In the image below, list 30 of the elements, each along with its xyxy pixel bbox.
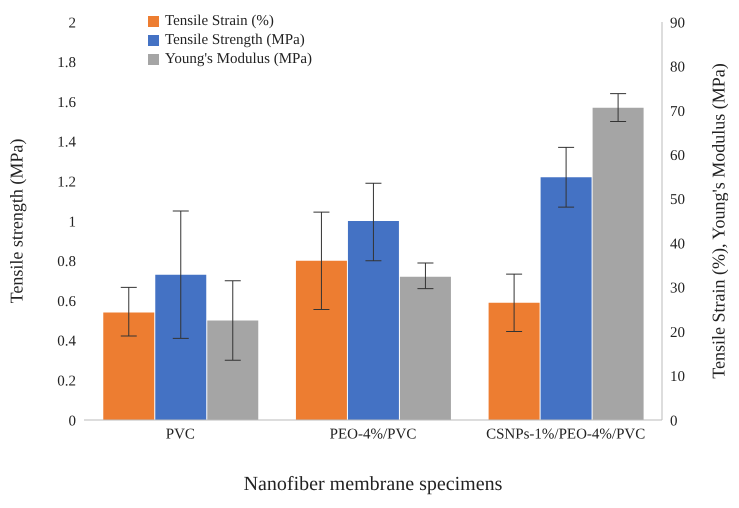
- y-tick-label: 1.6: [57, 94, 76, 111]
- y2-tick-label: 20: [670, 324, 685, 341]
- y-tick-label: 1.8: [57, 55, 76, 72]
- x-tick-label: CSNPs-1%/PEO-4%/PVC: [486, 426, 646, 443]
- y2-tick-label: 50: [670, 192, 685, 208]
- y-axis-title: Tensile strength (MPa): [6, 138, 26, 304]
- y-tick-label: 1.4: [57, 134, 76, 151]
- y-tick-label: 0.2: [57, 374, 76, 390]
- y-tick-label: 0.4: [57, 334, 76, 350]
- y2-tick-label: 80: [670, 60, 685, 76]
- y2-axis-title: Tensile Strain (%), Young's Modulus (MPa): [708, 63, 728, 379]
- legend-label: Tensile Strength (MPa): [165, 31, 305, 50]
- y2-tick-label: 90: [670, 15, 685, 32]
- y2-tick-label: 40: [670, 236, 685, 252]
- y2-tick-label: 30: [670, 280, 685, 297]
- x-tick-label: PEO-4%/PVC: [330, 426, 416, 443]
- y-tick-label: 2: [68, 15, 76, 32]
- y2-tick-label: 60: [670, 148, 685, 164]
- y-tick-label: 0.6: [57, 294, 76, 310]
- legend-label: Young's Modulus (MPa): [165, 50, 312, 69]
- y2-tick-label: 0: [670, 413, 678, 430]
- y-tick-label: 0: [68, 413, 76, 430]
- y-tick-label: 0.8: [57, 254, 76, 270]
- x-axis-title: Nanofiber membrane specimens: [244, 473, 503, 495]
- y-tick-label: 1: [68, 214, 76, 230]
- y2-tick-label: 70: [670, 104, 685, 120]
- y2-tick-label: 10: [670, 369, 685, 386]
- x-tick-label: PVC: [166, 426, 195, 443]
- legend-label: Tensile Strain (%): [165, 12, 274, 31]
- y-tick-label: 1.2: [57, 174, 76, 191]
